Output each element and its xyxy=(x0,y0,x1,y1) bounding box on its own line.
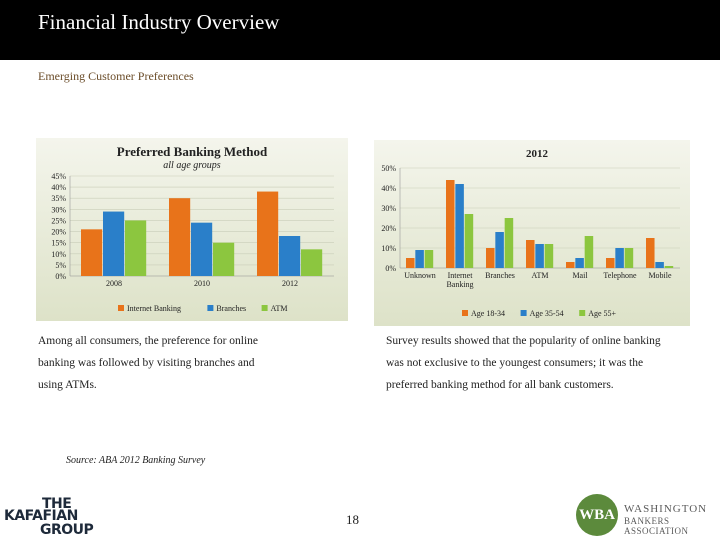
bar-age-35-54-internet-banking xyxy=(455,184,464,268)
y-tick-label: 15% xyxy=(51,239,66,248)
page-subtitle: Emerging Customer Preferences xyxy=(38,69,194,83)
chart-background xyxy=(374,140,690,326)
bar-age-18-34-telephone xyxy=(606,258,615,268)
bar-branches-2008 xyxy=(103,211,125,276)
bar-age-35-54-mobile xyxy=(655,262,664,268)
wba-line2: BANKERS ASSOCIATION xyxy=(624,516,689,536)
bar-branches-2010 xyxy=(191,222,213,276)
y-tick-label: 10% xyxy=(51,250,66,259)
logo-left-line2: KAFAFIAN xyxy=(4,508,78,524)
bar-age-55--atm xyxy=(544,244,554,268)
bar-age-35-54-telephone xyxy=(615,248,624,268)
y-tick-label: 5% xyxy=(55,261,66,270)
y-tick-label: 20% xyxy=(381,224,396,233)
chart2-svg: 2012 0% 10% 20% 30% 40% 50% Unknown InternetBank… xyxy=(374,140,690,326)
bar-age-18-34-mobile xyxy=(646,238,655,268)
legend-label: ATM xyxy=(271,304,288,313)
x-tick-label: 2010 xyxy=(194,279,210,288)
bar-age-18-34-internet-banking xyxy=(446,180,455,268)
bar-internet-banking-2010 xyxy=(169,198,191,276)
chart-preferred-banking-method: Preferred Banking Method all age groups 0%… xyxy=(36,138,348,321)
bar-age-18-34-unknown xyxy=(406,258,415,268)
bar-age-18-34-atm xyxy=(526,240,535,268)
bar-internet-banking-2008 xyxy=(81,229,103,276)
chart-title: Preferred Banking Method xyxy=(117,144,268,159)
y-tick-label: 20% xyxy=(51,228,66,237)
legend-label: Internet Banking xyxy=(127,304,181,313)
logo-left-line1: THE xyxy=(42,496,72,512)
legend-swatch xyxy=(261,305,268,311)
logo-left-line3: GROUP xyxy=(40,522,94,538)
left-description: Among all consumers, the preference for … xyxy=(38,335,259,391)
chart-subtitle: all age groups xyxy=(163,160,221,171)
x-tick-label: Mobile xyxy=(648,271,672,280)
legend-label: Age 55+ xyxy=(588,309,616,318)
bar-age-55--telephone xyxy=(624,248,634,268)
bar-age-35-54-branches xyxy=(495,232,504,268)
x-tick-label: Branches xyxy=(485,271,515,280)
x-tick-label: Telephone xyxy=(603,271,637,280)
x-tick-label: Banking xyxy=(446,280,473,289)
chart-title: 2012 xyxy=(526,148,549,160)
bar-atm-2012 xyxy=(301,249,323,276)
y-tick-label: 50% xyxy=(381,164,396,173)
bar-age-55--mobile xyxy=(664,266,674,268)
y-tick-label: 30% xyxy=(51,205,66,214)
x-tick-label: ATM xyxy=(532,271,549,280)
bar-age-55--internet-banking xyxy=(464,214,474,268)
bar-age-55--unknown xyxy=(424,250,434,268)
bar-age-18-34-branches xyxy=(486,248,495,268)
y-tick-label: 0% xyxy=(385,264,396,273)
y-tick-label: 35% xyxy=(51,194,66,203)
bar-age-55--mail xyxy=(584,236,594,268)
chart-2012-by-age: 2012 0% 10% 20% 30% 40% 50% Unknown Internet Bank… xyxy=(374,140,690,326)
y-tick-label: 10% xyxy=(381,244,396,253)
wba-logo: WBA WASHINGTON BANKERS ASSOCIATION xyxy=(572,492,720,540)
legend-swatch xyxy=(118,305,124,311)
y-tick-label: 40% xyxy=(51,183,66,192)
x-tick-label: Unknown xyxy=(404,271,436,280)
source-note: Source: ABA 2012 Banking Survey xyxy=(66,455,206,466)
x-tick-label: 2012 xyxy=(282,279,298,288)
y-tick-label: 25% xyxy=(51,216,66,225)
legend-swatch xyxy=(520,310,527,316)
wba-mark: WBA xyxy=(576,494,618,536)
legend-label: Branches xyxy=(216,304,246,313)
bar-internet-banking-2012 xyxy=(257,191,279,276)
legend-swatch xyxy=(207,305,214,311)
bar-age-55--branches xyxy=(504,218,514,268)
bar-age-35-54-atm xyxy=(535,244,544,268)
bar-atm-2008 xyxy=(125,220,147,276)
y-tick-label: 0% xyxy=(55,272,66,281)
kafafian-group-logo: THE KAFAFIAN GROUP xyxy=(2,496,122,540)
y-tick-label: 40% xyxy=(381,184,396,193)
wba-line1: WASHINGTON xyxy=(624,503,708,515)
legend-label: Age 35-54 xyxy=(530,309,564,318)
x-tick-label: Mail xyxy=(572,271,588,280)
page-title: Financial Industry Overview xyxy=(38,10,280,34)
page-number: 18 xyxy=(346,512,359,527)
header-bar: Financial Industry Overview xyxy=(0,0,720,60)
legend-swatch xyxy=(462,310,468,316)
right-description: Survey results showed that the popularit… xyxy=(386,335,661,391)
y-tick-label: 30% xyxy=(381,204,396,213)
x-tick-label: Internet xyxy=(448,271,474,280)
x-tick-label: 2008 xyxy=(106,279,122,288)
legend-swatch xyxy=(579,310,586,316)
bar-age-35-54-unknown xyxy=(415,250,424,268)
bar-branches-2012 xyxy=(279,236,301,276)
bar-age-18-34-mail xyxy=(566,262,575,268)
y-tick-label: 45% xyxy=(51,172,66,181)
bar-age-35-54-mail xyxy=(575,258,584,268)
bar-atm-2010 xyxy=(213,242,235,276)
legend-label: Age 18-34 xyxy=(471,309,505,318)
